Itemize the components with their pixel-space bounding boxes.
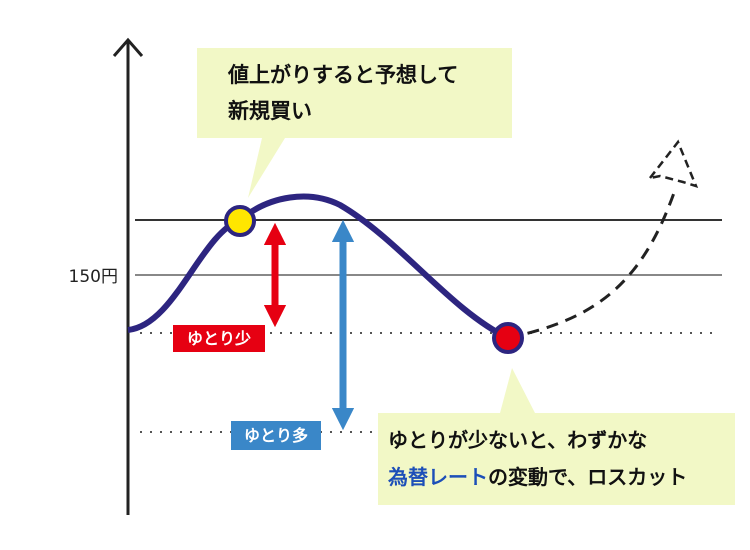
callout-top-bg [197,48,512,198]
price-curve [127,193,510,341]
forecast-curve [507,189,677,340]
axis-arrow [112,37,144,57]
tag-large: ゆとり多 [244,426,308,445]
losscut-point [492,322,524,354]
callout-top-line: 値上がりすると予想して [227,63,458,87]
tag-small-bg [173,325,265,352]
callout-bottom-line: 為替レートの変動で、ロスカット [388,465,687,489]
tag-small: ゆとり少 [187,329,251,348]
forecast-arrowhead [646,139,699,188]
highlight: 為替レート [388,465,488,489]
callout-top-line: 新規買い [228,99,312,123]
callout-bottom-bg [378,368,735,505]
price-label: 150円 [69,267,118,287]
entry-point [224,205,256,237]
tag-large-bg [231,421,321,450]
callout-rest: の変動で、ロスカット [488,465,687,489]
callout-bottom-line: ゆとりが少ないと、わずかな [388,428,647,452]
